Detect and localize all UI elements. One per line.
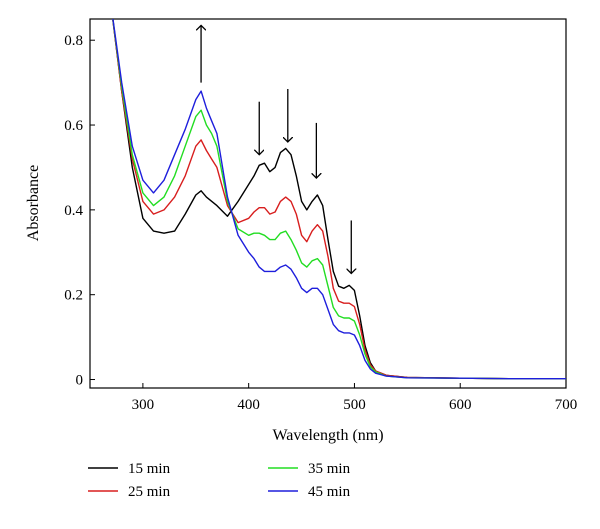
x-tick-label: 600 (449, 397, 472, 413)
legend-label-3: 35 min (308, 461, 351, 477)
y-tick-label: 0 (76, 373, 84, 389)
y-axis-title: Absorbance (25, 165, 42, 241)
x-tick-label: 700 (555, 397, 578, 413)
series-line-3 (112, 19, 566, 380)
x-axis-title: Wavelength (nm) (272, 427, 383, 444)
series-line-1 (112, 19, 566, 380)
y-tick-label: 0.2 (64, 288, 83, 304)
y-tick-label: 0.8 (64, 33, 83, 49)
legend-label-4: 45 min (308, 484, 351, 500)
series-line-4 (112, 19, 566, 380)
legend-label-2: 25 min (128, 484, 171, 500)
legend-label-1: 15 min (128, 461, 171, 477)
y-tick-label: 0.4 (64, 203, 83, 219)
plot-frame (89, 18, 567, 389)
x-tick-label: 500 (343, 397, 366, 413)
legend: 15 min 25 min 35 min 45 min (88, 461, 351, 500)
x-tick-label: 300 (132, 397, 155, 413)
series-line-2 (112, 19, 566, 380)
y-tick-label: 0.6 (64, 118, 83, 134)
x-tick-label: 400 (237, 397, 260, 413)
